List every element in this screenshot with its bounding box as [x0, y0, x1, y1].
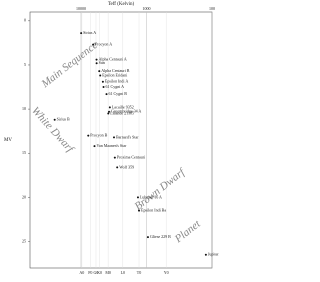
star-label: Procyon B	[90, 133, 107, 138]
spectral-tick-label: A0	[79, 270, 84, 275]
star-label: 61 Cygni B	[109, 91, 128, 96]
y-tick-label: 25	[22, 238, 26, 243]
star-point	[108, 110, 111, 113]
star-label: Epsilon Indi Ba	[141, 208, 166, 213]
star-point	[99, 74, 102, 77]
spectral-tick-label: F0	[88, 270, 92, 275]
star-label: Alpha Centauri A	[99, 57, 127, 62]
star-label: Van Maanen's Star	[96, 143, 126, 148]
star-label: Groombridge 34 A	[111, 109, 141, 114]
star-label: Jupiter	[208, 252, 220, 257]
star-point	[102, 86, 105, 89]
spectral-tick-label: T0	[137, 270, 141, 275]
x-axis-label: Teff (Kelvin)	[108, 2, 135, 7]
star-point	[113, 156, 116, 159]
spectral-tick-label: L0	[121, 270, 125, 275]
star-label: 61 Cygni A	[106, 84, 125, 89]
star-label: Alpha Centauri B	[101, 68, 130, 73]
star-point	[116, 166, 119, 169]
star-label: Sun	[99, 60, 105, 65]
star-point	[101, 80, 104, 83]
star-label: Luhman 16 A	[140, 194, 162, 199]
star-point	[95, 58, 98, 61]
star-label: Barnard's Star	[116, 134, 139, 139]
y-tick-label: 0	[24, 18, 26, 23]
star-point	[87, 134, 90, 137]
star-point	[93, 145, 96, 148]
y-axis-label: MV	[4, 138, 12, 143]
star-point	[108, 106, 111, 109]
star-label: Epsilon Eridani	[102, 72, 128, 77]
star-point	[136, 196, 139, 199]
plot-frame	[29, 11, 213, 269]
spectral-tick-label: M0	[105, 270, 111, 275]
chart: Teff (Kelvin) MV Main Sequence White Dwa…	[4, 2, 220, 275]
x-tick-label: 1000	[142, 6, 150, 11]
star-label: Wolf 359	[119, 164, 134, 169]
star-label: Proxima Centauri	[117, 155, 146, 160]
star-point	[146, 236, 149, 239]
y-tick-label: 5	[24, 62, 26, 67]
star-label: Lacaille 9352	[112, 104, 134, 109]
star-point	[112, 136, 115, 139]
star-point	[138, 209, 141, 212]
star-point	[80, 32, 83, 35]
star-label: Lalande 21185	[110, 110, 134, 115]
spectral-tick-label: K0	[97, 270, 102, 275]
star-point	[92, 43, 95, 46]
star-point	[204, 253, 207, 256]
star-point	[53, 118, 56, 121]
y-tick-label: 10	[22, 106, 26, 111]
star-point	[107, 112, 110, 115]
star-point	[105, 93, 108, 96]
x-tick-label: 100	[209, 6, 215, 11]
star-label: Procyon A	[95, 42, 112, 47]
star-point	[98, 70, 101, 73]
y-tick-label: 15	[22, 150, 26, 155]
spectral-tick-label: Y0	[164, 270, 169, 275]
star-label: Sirius A	[83, 30, 96, 35]
star-point	[95, 62, 98, 65]
star-label: Epsilon Indi A	[105, 79, 128, 84]
x-tick-label: 10000	[76, 6, 86, 11]
spectral-tick-label: G0	[94, 270, 99, 275]
y-tick-label: 20	[22, 194, 26, 199]
star-label: Sirius B	[57, 117, 70, 122]
star-label: Gliese 229 B	[150, 234, 171, 239]
